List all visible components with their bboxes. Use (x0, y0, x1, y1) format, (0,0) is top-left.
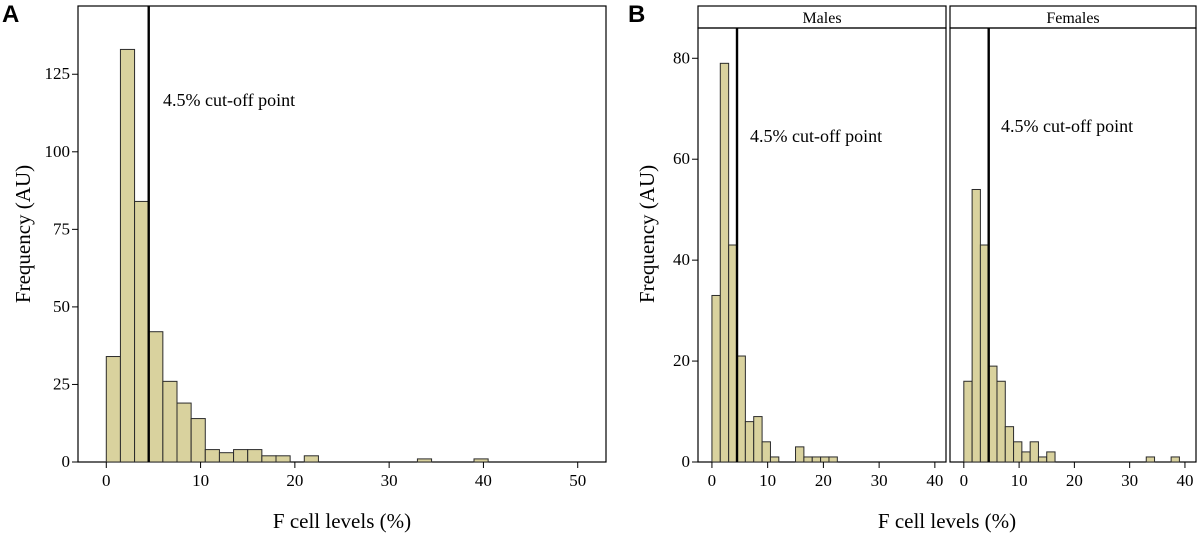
panel-a-bar (473, 458, 489, 463)
facet-females-bar (1037, 456, 1048, 463)
panel-a-y-tick-label: 100 (45, 142, 71, 161)
panel-a: A 0 10 20 30 40 50 0 25 50 75 100 125 4.5% cut-off … (2, 1, 607, 533)
facet-males: Males 0 10 20 30 40 4.5% cut-off point (697, 5, 947, 490)
facet-males-cutoff-label: 4.5% cut-off point (750, 126, 882, 146)
facet-males-x-tick-label: 40 (926, 471, 943, 490)
panel-b-x-axis-label: F cell levels (%) (878, 509, 1016, 533)
panel-a-x-tick-label: 30 (381, 471, 398, 490)
facet-females-bar (1013, 441, 1023, 463)
facet-females-bar (971, 188, 981, 463)
panel-a-bar (303, 455, 319, 463)
panel-b-y-axis: 0 20 40 60 80 (673, 48, 698, 471)
panel-a-x-tick-label: 0 (102, 471, 111, 490)
panel-a-bar (119, 48, 136, 463)
facet-males-y-tick-label: 0 (682, 452, 691, 471)
panel-a-bar (261, 455, 277, 463)
facet-females-plot-frame (949, 27, 1197, 463)
facet-males-bar (795, 446, 805, 463)
panel-a-plot-frame (77, 5, 607, 463)
facet-females-bars (963, 188, 1180, 463)
panel-a-bar (233, 449, 249, 463)
panel-a-cutoff-label: 4.5% cut-off point (163, 90, 295, 110)
panel-a-bar (105, 356, 121, 463)
facet-males-bar (811, 456, 822, 463)
facet-males-bar (820, 456, 830, 463)
facet-males-x-tick-label: 30 (871, 471, 888, 490)
facet-males-x-tick-label: 0 (708, 471, 717, 490)
facet-females-x-tick-label: 30 (1121, 471, 1138, 490)
panel-a-y-tick-label: 25 (53, 374, 70, 393)
facet-females-bar (996, 380, 1006, 463)
facet-females-x-tick-label: 40 (1176, 471, 1193, 490)
panel-a-bars (105, 48, 489, 463)
panel-letter-b: B (628, 1, 645, 28)
panel-letter-a: A (2, 1, 19, 28)
facet-females-bar (1004, 426, 1015, 463)
facet-males-y-tick-label: 20 (673, 351, 690, 370)
facet-males-bar (769, 456, 780, 463)
facet-females-x-tick-label: 10 (1011, 471, 1028, 490)
facet-females-x-tick-label: 0 (960, 471, 969, 490)
panel-b: B 0 20 40 60 80 Males 0 10 20 30 40 4.5% cut-off… (628, 1, 1197, 533)
facet-females-cutoff-label: 4.5% cut-off point (1001, 116, 1133, 136)
facet-males-bar (761, 441, 771, 463)
panel-a-bar (416, 458, 433, 463)
facet-males-y-tick-label: 60 (673, 149, 690, 168)
panel-a-y-tick-label: 125 (45, 64, 71, 83)
panel-a-x-axis-label: F cell levels (%) (273, 509, 411, 533)
panel-a-y-tick-label: 50 (53, 297, 70, 316)
panel-a-x-tick-label: 10 (192, 471, 209, 490)
facet-females-bar (979, 244, 990, 463)
panel-a-bar (275, 455, 291, 463)
panel-a-bar (190, 418, 206, 463)
facet-females-bar (1170, 456, 1180, 463)
panel-a-axes: 0 10 20 30 40 50 0 25 50 75 100 125 (45, 64, 587, 490)
facet-females-title: Females (1046, 10, 1099, 27)
facet-males-bar (828, 456, 838, 463)
facet-males-bar (753, 416, 763, 463)
facet-males-bar (719, 62, 730, 463)
facet-males-x-tick-label: 10 (759, 471, 776, 490)
panel-a-bar (176, 402, 192, 463)
facet-males-x-tick-label: 20 (815, 471, 832, 490)
facet-males-title: Males (802, 10, 841, 27)
facet-females-x-axis: 0 10 20 30 40 (960, 462, 1193, 490)
panel-b-y-axis-label: Frequency (AU) (635, 165, 659, 303)
panel-a-y-tick-label: 0 (62, 452, 71, 471)
panel-a-bar (204, 449, 220, 463)
panel-a-bar (247, 449, 263, 463)
facet-females-x-tick-label: 20 (1066, 471, 1083, 490)
panel-a-bar (218, 452, 235, 463)
facet-males-y-tick-label: 40 (673, 250, 690, 269)
panel-a-bar (148, 331, 164, 463)
panel-a-x-tick-label: 50 (569, 471, 586, 490)
facet-males-y-tick-label: 80 (673, 48, 690, 67)
panel-a-y-axis-label: Frequency (AU) (11, 165, 35, 303)
panel-a-bar (134, 200, 150, 463)
panel-a-bar (162, 380, 178, 463)
facet-males-x-axis: 0 10 20 30 40 (708, 462, 943, 490)
facet-females-bar (963, 380, 973, 463)
panel-a-y-tick-label: 75 (53, 219, 70, 238)
facet-females-bar (1145, 456, 1156, 463)
facet-males-bar (803, 456, 813, 463)
facet-females-bar (988, 365, 998, 463)
panel-a-x-tick-label: 20 (286, 471, 303, 490)
facet-males-bar (728, 244, 738, 463)
facet-males-bars (711, 62, 838, 463)
panel-a-x-tick-label: 40 (475, 471, 492, 490)
facet-females-bar (1046, 451, 1056, 463)
facet-males-bar (711, 294, 721, 463)
facet-males-bar (736, 355, 746, 463)
facet-females-bar (1029, 441, 1039, 463)
facet-males-bar (744, 421, 755, 463)
facet-females-bar (1021, 451, 1031, 463)
facet-females: Females 0 10 20 30 40 4.5% cut-off point (949, 5, 1197, 490)
